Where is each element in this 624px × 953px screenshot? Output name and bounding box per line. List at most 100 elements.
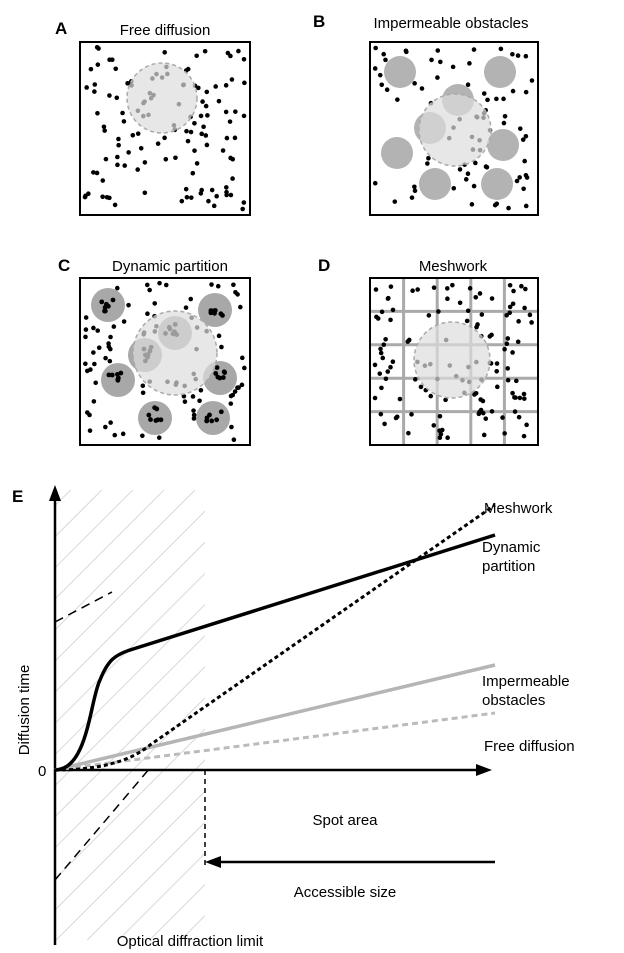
molecule [122,319,127,324]
diffraction-label: Optical diffraction limit [117,933,264,950]
molecule [242,57,247,62]
molecule [522,434,527,439]
molecule [391,308,396,313]
molecule [206,199,211,204]
molecule [508,283,513,288]
curve-label: Meshwork [484,500,553,517]
molecule [412,184,417,189]
molecule [204,104,209,109]
molecule [240,207,245,212]
molecule [154,407,159,412]
molecule [522,392,527,397]
molecule [236,49,241,54]
obstacle [487,129,519,161]
molecule [231,282,236,287]
molecule [373,181,378,186]
molecule [200,99,205,104]
molecule [141,390,146,395]
molecule [103,356,108,361]
molecule [102,124,107,129]
molecule [395,414,400,419]
molecule [495,361,500,366]
molecule [212,311,217,316]
molecule [203,49,208,54]
molecule [472,47,477,52]
molecule [92,82,97,87]
molecule [505,336,510,341]
molecule [122,119,127,124]
molecule [214,194,219,199]
molecule [379,412,384,417]
molecule [116,137,121,142]
molecule [499,47,504,52]
molecule [404,49,409,54]
molecule [230,77,235,82]
obstacle [484,56,516,88]
molecule [100,178,105,183]
molecule [490,409,495,414]
molecule [139,146,144,151]
molecule [382,422,387,427]
molecule [473,295,478,300]
molecule [192,121,197,126]
molecule [85,410,90,415]
molecule [107,344,112,349]
molecule [85,369,90,374]
molecule [406,431,411,436]
observation-spot [414,322,490,398]
molecule [163,157,168,162]
molecule [379,351,384,356]
molecule [224,83,229,88]
molecule [95,171,100,176]
obstacle [381,137,413,169]
molecule [523,287,528,292]
molecule [425,161,430,166]
molecule [510,391,515,396]
molecule [502,431,507,436]
molecule [156,141,161,146]
molecule [136,131,141,136]
molecule [102,128,107,133]
molecule [511,289,516,294]
molecule [242,81,247,86]
molecule [490,296,495,301]
molecule [513,409,518,414]
molecule [125,81,130,86]
molecule [229,193,234,198]
molecule [507,310,512,315]
molecule [232,437,237,442]
molecule [199,191,204,196]
molecule [199,114,204,119]
molecule [484,164,489,169]
molecule [515,179,520,184]
molecule [131,133,136,138]
molecule [524,54,529,59]
molecule [215,365,220,370]
molecule [111,298,116,303]
molecule [388,318,393,323]
molecule [103,425,108,430]
molecule [466,171,471,176]
molecule [381,342,386,347]
molecule [204,90,209,95]
obstacle [481,168,513,200]
molecule [186,67,191,72]
molecule [103,305,108,310]
molecule [184,129,189,134]
molecule [143,190,148,195]
molecule [233,136,238,141]
molecule [147,288,152,293]
molecule [524,423,529,428]
molecule [438,60,443,65]
curve-label-box: Impermeable obstacles [482,672,612,722]
molecule [220,313,225,318]
molecule [395,97,400,102]
molecule [108,335,113,340]
molecule [115,286,120,291]
molecule [389,284,394,289]
panel-label: C [58,256,70,275]
molecule [162,50,167,55]
molecule [410,195,415,200]
molecule [93,380,98,385]
molecule [217,99,222,104]
